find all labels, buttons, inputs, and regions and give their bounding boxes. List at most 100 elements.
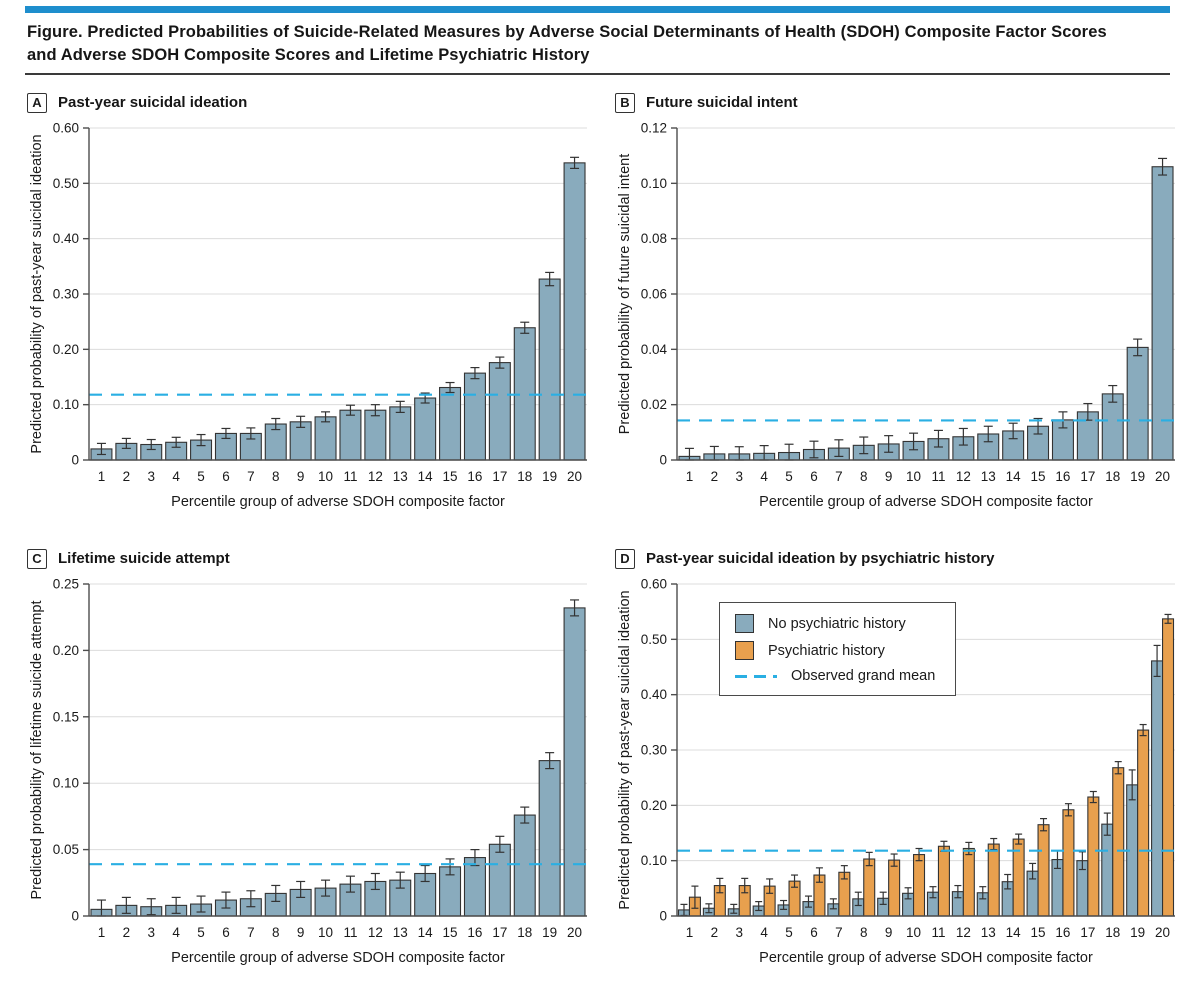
svg-text:18: 18 (517, 925, 532, 940)
svg-text:0.60: 0.60 (53, 121, 79, 136)
svg-text:15: 15 (443, 925, 458, 940)
svg-text:0: 0 (71, 909, 79, 924)
svg-text:1: 1 (98, 925, 106, 940)
svg-text:5: 5 (197, 469, 205, 484)
svg-text:18: 18 (517, 469, 532, 484)
svg-text:6: 6 (810, 469, 818, 484)
svg-text:20: 20 (567, 925, 582, 940)
svg-text:8: 8 (860, 469, 868, 484)
svg-text:19: 19 (542, 469, 557, 484)
panel-d: D Past-year suicidal ideation by psychia… (613, 547, 1183, 979)
svg-text:2: 2 (123, 925, 131, 940)
svg-text:14: 14 (418, 925, 434, 940)
svg-text:3: 3 (147, 925, 155, 940)
svg-text:0.05: 0.05 (53, 842, 79, 857)
svg-text:15: 15 (1031, 469, 1046, 484)
chart-svg: 00.100.200.300.400.500.601 2 3 4 5 6 7 8 9 10 11 12… (29, 121, 587, 510)
svg-text:5: 5 (197, 925, 205, 940)
svg-text:Predicted probability of past-: Predicted probability of past-year suici… (29, 134, 45, 453)
svg-text:15: 15 (443, 469, 458, 484)
svg-text:18: 18 (1105, 469, 1120, 484)
svg-text:0.25: 0.25 (53, 577, 79, 592)
svg-text:20: 20 (1155, 925, 1170, 940)
svg-text:9: 9 (885, 469, 893, 484)
svg-text:1: 1 (686, 925, 694, 940)
panel-d-letter: D (615, 548, 635, 569)
svg-text:11: 11 (343, 469, 357, 484)
svg-text:10: 10 (318, 925, 333, 940)
svg-text:2: 2 (711, 925, 719, 940)
panel-c-header: C Lifetime suicide attempt (27, 547, 595, 570)
panel-c-title: Lifetime suicide attempt (58, 550, 230, 567)
chart-svg: 00.100.200.300.400.500.601 2 3 4 5 6 7 8 9 10 11 12… (617, 577, 1175, 966)
panel-a-header: A Past-year suicidal ideation (27, 91, 595, 114)
figure-title-line-2: and Adverse SDOH Composite Scores and Li… (27, 45, 590, 64)
svg-text:0.50: 0.50 (53, 176, 79, 191)
svg-text:17: 17 (492, 925, 507, 940)
title-divider-rule (25, 73, 1170, 75)
svg-text:10: 10 (906, 925, 921, 940)
svg-text:Predicted probability of lifet: Predicted probability of lifetime suicid… (29, 600, 45, 899)
svg-text:4: 4 (172, 925, 180, 940)
svg-text:13: 13 (981, 469, 996, 484)
svg-text:4: 4 (172, 469, 180, 484)
svg-text:16: 16 (467, 925, 482, 940)
svg-text:17: 17 (492, 469, 507, 484)
svg-text:0.15: 0.15 (53, 709, 79, 724)
figure-title: Figure. Predicted Probabilities of Suici… (27, 21, 1170, 66)
svg-text:17: 17 (1080, 925, 1095, 940)
svg-text:7: 7 (835, 925, 843, 940)
svg-text:5: 5 (785, 469, 793, 484)
panel-d-title: Past-year suicidal ideation by psychiatr… (646, 550, 995, 567)
svg-text:0.40: 0.40 (53, 231, 79, 246)
svg-text:Predicted probability of futur: Predicted probability of future suicidal… (617, 154, 633, 435)
panel-b-letter: B (615, 92, 635, 113)
svg-text:4: 4 (760, 469, 768, 484)
figure-title-line-1: Figure. Predicted Probabilities of Suici… (27, 23, 1107, 41)
svg-text:8: 8 (272, 469, 280, 484)
svg-text:20: 20 (1155, 469, 1170, 484)
svg-text:0.04: 0.04 (641, 342, 668, 357)
panel-c-chart: 0 0.05 0.10 0.15 0.20 0.25 1 2 3 4 5 6 7 8 9 10 11 12 13 14… (25, 576, 595, 979)
svg-text:11: 11 (931, 469, 945, 484)
svg-text:13: 13 (393, 925, 408, 940)
legend-label-psychiatric-history: Psychiatric history (768, 642, 885, 659)
svg-text:12: 12 (368, 925, 383, 940)
panel-c-letter: C (27, 548, 47, 569)
svg-text:5: 5 (785, 925, 793, 940)
legend-swatch-blue (735, 614, 754, 633)
legend-dash-icon (735, 674, 777, 678)
svg-text:20: 20 (567, 469, 582, 484)
svg-text:7: 7 (247, 469, 255, 484)
legend-label-grand-mean: Observed grand mean (791, 668, 936, 684)
svg-text:6: 6 (222, 925, 230, 940)
svg-text:12: 12 (368, 469, 383, 484)
svg-text:17: 17 (1080, 469, 1095, 484)
panel-a-chart: 0 0.10 0.20 0.30 0.40 0.50 0.60 1 2 3 4 5 6 7 8 9 10 11 12… (25, 120, 595, 523)
svg-text:6: 6 (810, 925, 818, 940)
panel-a-title: Past-year suicidal ideation (58, 94, 248, 111)
svg-text:8: 8 (860, 925, 868, 940)
svg-text:0: 0 (659, 909, 667, 924)
svg-text:2: 2 (711, 469, 719, 484)
svg-text:0.02: 0.02 (641, 397, 667, 412)
svg-text:16: 16 (1055, 469, 1070, 484)
svg-text:15: 15 (1031, 925, 1046, 940)
svg-text:0.60: 0.60 (641, 577, 667, 592)
panel-d-chart: 0 0.10 0.20 0.30 0.40 0.50 0.60 1 2 3 4 5 6 7 8 9 10 11 12… (613, 576, 1183, 979)
svg-text:0: 0 (71, 453, 79, 468)
svg-text:0.20: 0.20 (53, 643, 79, 658)
svg-text:6: 6 (222, 469, 230, 484)
top-accent-rule (25, 6, 1170, 13)
legend-item-psychiatric-history: Psychiatric history (735, 641, 935, 660)
panel-b-header: B Future suicidal intent (615, 91, 1183, 114)
svg-text:12: 12 (956, 469, 971, 484)
svg-text:14: 14 (418, 469, 434, 484)
svg-text:0: 0 (659, 453, 667, 468)
svg-text:18: 18 (1105, 925, 1120, 940)
svg-text:1: 1 (98, 469, 106, 484)
svg-text:16: 16 (467, 469, 482, 484)
panel-d-header: D Past-year suicidal ideation by psychia… (615, 547, 1183, 570)
chart-legend: No psychiatric history Psychiatric histo… (719, 602, 957, 696)
svg-text:8: 8 (272, 925, 280, 940)
